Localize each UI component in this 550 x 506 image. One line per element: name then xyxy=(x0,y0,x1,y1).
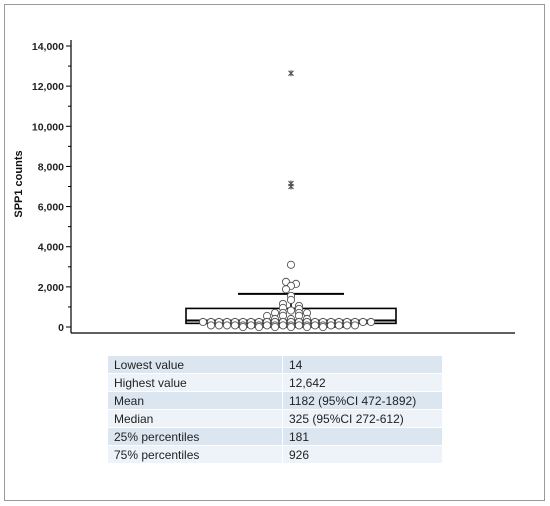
summary-statistics-table: Lowest value 14 Highest value 12,642 Mean 118… xyxy=(108,355,442,464)
stats-value: 926 xyxy=(283,446,442,463)
data-point xyxy=(230,321,240,330)
data-point xyxy=(286,306,296,315)
data-point xyxy=(278,321,288,330)
stats-label: Mean xyxy=(108,392,283,409)
stats-row: Median 325 (95%CI 272-612) xyxy=(108,410,442,427)
data-point xyxy=(358,317,368,327)
data-points xyxy=(198,70,376,332)
outlier-point xyxy=(286,260,296,269)
stats-value: 12,642 xyxy=(283,374,442,391)
y-axis-title: SPP1 counts xyxy=(13,150,25,217)
outlier-point xyxy=(281,285,291,294)
data-point xyxy=(206,321,216,330)
data-point xyxy=(318,322,328,332)
data-point xyxy=(214,321,224,330)
data-point xyxy=(342,321,352,330)
data-point xyxy=(198,317,208,327)
data-point xyxy=(254,322,264,332)
data-point xyxy=(302,322,312,332)
data-point xyxy=(294,321,304,330)
stats-value: 14 xyxy=(283,356,442,373)
stats-value: 325 (95%CI 272-612) xyxy=(283,410,442,427)
data-point xyxy=(286,322,296,332)
data-point xyxy=(246,321,256,330)
data-point xyxy=(270,322,280,332)
box-plot-chart: 02,0004,0006,0008,00010,00012,00014,000 … xyxy=(13,39,515,334)
y-tick-label: 12,000 xyxy=(32,81,64,93)
stats-value: 1182 (95%CI 472-1892) xyxy=(283,392,442,409)
data-point xyxy=(222,321,232,330)
far-outlier-marker xyxy=(288,183,294,190)
y-tick-label: 4,000 xyxy=(38,242,64,254)
y-tick-label: 0 xyxy=(58,322,64,334)
data-point xyxy=(334,321,344,330)
y-tick-label: 14,000 xyxy=(32,41,64,53)
data-point xyxy=(262,321,272,330)
stats-row: 75% percentiles 926 xyxy=(108,446,442,463)
stats-row: Highest value 12,642 xyxy=(108,374,442,391)
data-point xyxy=(238,322,248,332)
y-tick-label: 10,000 xyxy=(32,121,64,133)
stats-value: 181 xyxy=(283,428,442,445)
stats-row: Mean 1182 (95%CI 472-1892) xyxy=(108,392,442,409)
stats-row: Lowest value 14 xyxy=(108,356,442,373)
y-tick-label: 2,000 xyxy=(38,282,64,294)
stats-label: Lowest value xyxy=(108,356,283,373)
y-tick-label: 6,000 xyxy=(38,202,64,214)
data-point xyxy=(350,321,360,330)
stats-label: 75% percentiles xyxy=(108,446,283,463)
data-point xyxy=(366,317,376,327)
far-outlier-marker xyxy=(288,70,294,77)
stats-label: Highest value xyxy=(108,374,283,391)
stats-row: 25% percentiles 181 xyxy=(108,428,442,445)
data-point xyxy=(310,321,320,330)
y-axis-ticks: 0 2,000 4,000 6,000 8,000 10,000 12,000 14,000 xyxy=(32,41,71,334)
data-point xyxy=(326,321,336,330)
stats-label: 25% percentiles xyxy=(108,428,283,445)
data-point xyxy=(286,295,296,304)
y-tick-label: 8,000 xyxy=(38,161,64,173)
stats-label: Median xyxy=(108,410,283,427)
